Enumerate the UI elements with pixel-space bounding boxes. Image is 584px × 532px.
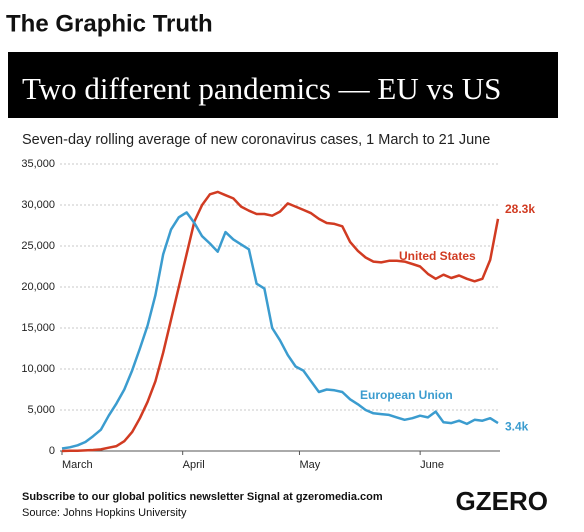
brand: The Graphic Truth [6,10,213,37]
y-tick-label: 15,000 [21,322,55,334]
x-tick-label: March [62,459,93,471]
chart-subtitle: Seven-day rolling average of new coronav… [22,132,490,148]
y-tick-label: 0 [49,445,55,457]
footer-note: Subscribe to our global politics newslet… [22,491,383,503]
series-line [61,190,500,453]
logo: GZERO [456,486,548,516]
x-tick-label: April [183,459,205,471]
series-label: European Union [360,388,453,402]
y-tick-label: 35,000 [21,158,55,170]
y-tick-label: 30,000 [21,199,55,211]
series-line [61,211,499,450]
end-label: 3.4k [505,419,529,433]
y-tick-label: 20,000 [21,281,55,293]
title-banner [8,52,558,118]
chart-title: Two different pandemics — EU vs US [22,71,501,106]
end-label: 28.3k [505,202,535,216]
x-tick-label: June [420,459,444,471]
y-tick-label: 25,000 [21,240,55,252]
y-tick-label: 10,000 [21,363,55,375]
series-label: United States [399,249,476,263]
footer-source: Source: Johns Hopkins University [22,507,187,519]
x-tick-label: May [299,459,320,471]
y-tick-label: 5,000 [27,404,55,416]
